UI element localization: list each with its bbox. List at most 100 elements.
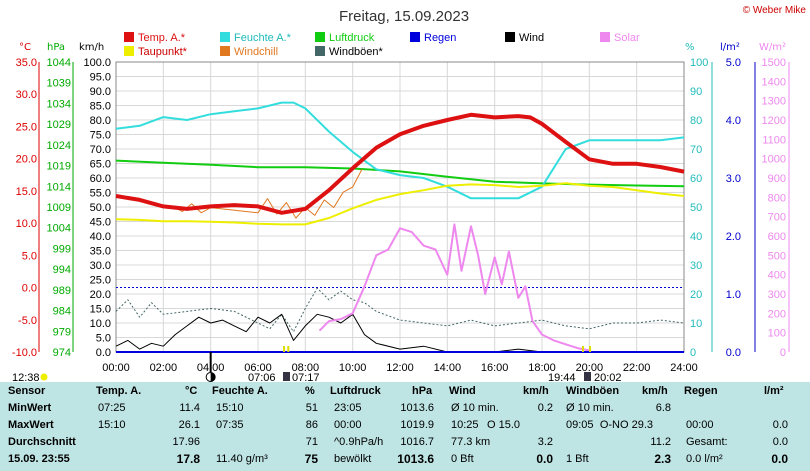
rain-tick-label: 5.0 — [726, 57, 741, 69]
wind-unit: km/h — [79, 42, 104, 53]
table-cell: 0.0 — [772, 419, 788, 431]
table-cell: bewölkt — [334, 453, 372, 465]
temp-tick-label: 35.0 — [16, 57, 37, 69]
wind-tick-label: 25.0 — [90, 275, 111, 287]
time-markers: 12:38 07:06 07:17 19:44 20:02 — [12, 346, 622, 382]
weather-chart: Freitag, 15.09.2023 © Weber Mike Temp. A… — [12, 5, 807, 382]
table-cell: 15.09. 23:55 — [8, 453, 70, 465]
wind-tick-label: 30.0 — [90, 260, 111, 272]
header-gust-unit: km/h — [642, 385, 668, 397]
legend-label: Taupunkt* — [138, 46, 188, 58]
legend-swatch — [220, 32, 230, 42]
table-cell: Gesamt: — [686, 436, 728, 448]
wind-tick-label: 35.0 — [90, 246, 111, 258]
header-wind-unit: km/h — [523, 385, 549, 397]
x-tick-label: 06:00 — [244, 362, 272, 374]
solar-tick-label: 300 — [768, 289, 786, 301]
pressure-tick-label: 984 — [53, 306, 71, 318]
header-gust: Windböen — [566, 385, 620, 397]
table-cell: ^0.9hPa/h — [334, 436, 384, 448]
humidity-tick-label: 0 — [690, 347, 696, 359]
sunset-end-label: 20:02 — [594, 372, 622, 382]
solar-tick-label: 1400 — [762, 76, 786, 88]
table-cell: 0.0 l/m² — [686, 453, 723, 465]
table-cell: 75 — [304, 452, 318, 466]
wind-tick-label: 0.0 — [96, 347, 111, 359]
humidity-tick-label: 40 — [690, 231, 702, 243]
legend-swatch — [124, 32, 134, 42]
table-cell: 0.2 — [537, 402, 553, 414]
table-cell: Durchschnitt — [8, 436, 76, 448]
header-wind: Wind — [449, 385, 476, 397]
solar-tick-label: 1000 — [762, 154, 786, 166]
x-tick-label: 00:00 — [102, 362, 130, 374]
stats-table: Sensor Temp. A. °C Feuchte A. % Luftdruc… — [0, 382, 810, 471]
humidity-tick-label: 100 — [690, 57, 708, 69]
legend-swatch — [410, 32, 420, 42]
humidity-tick-label: 90 — [690, 86, 702, 98]
legend-label: Windchill — [234, 46, 278, 58]
x-tick-label: 10:00 — [339, 362, 367, 374]
pressure-tick-label: 989 — [53, 285, 71, 297]
wind-tick-label: 45.0 — [90, 217, 111, 229]
solar-tick-label: 900 — [768, 173, 786, 185]
legend-label: Temp. A.* — [138, 32, 186, 44]
axes: °ChPakm/h%l/m²W/m²00:0002:0004:0006:0008… — [12, 42, 790, 374]
solar-tick-label: 1200 — [762, 115, 786, 127]
moon-time-label: 12:38 — [12, 372, 40, 382]
solar-tick-label: 500 — [768, 250, 786, 262]
wind-tick-label: 100.0 — [83, 57, 111, 69]
x-tick-label: 12:00 — [386, 362, 414, 374]
rain-tick-label: 3.0 — [726, 173, 741, 185]
series-tempa — [115, 112, 685, 215]
copyright-text: © Weber Mike — [743, 5, 807, 16]
series-windchill — [172, 168, 363, 219]
table-cell: 3.2 — [537, 436, 553, 448]
table-cell: 86 — [305, 419, 318, 431]
solar-tick-label: 1300 — [762, 96, 786, 108]
wind-tick-label: 15.0 — [90, 304, 111, 316]
wind-tick-label: 70.0 — [90, 144, 111, 156]
solar-tick-label: 800 — [768, 192, 786, 204]
pressure-tick-label: 1009 — [47, 202, 71, 214]
table-cell: 11.2 — [650, 436, 671, 448]
wind-tick-label: 5.0 — [96, 333, 111, 345]
pressure-tick-label: 1019 — [47, 161, 71, 173]
temp-tick-label: 0.0 — [22, 283, 37, 295]
pressure-unit: hPa — [47, 42, 65, 53]
pressure-tick-label: 1004 — [47, 223, 71, 235]
table-cell: 17.96 — [172, 436, 200, 448]
x-tick-label: 02:00 — [150, 362, 178, 374]
solar-unit: W/m² — [759, 42, 786, 53]
x-tick-label: 08:00 — [292, 362, 320, 374]
temp-tick-label: 25.0 — [16, 121, 37, 133]
legend-label: Feuchte A.* — [234, 32, 292, 44]
legend-swatch — [315, 46, 325, 56]
humidity-tick-label: 70 — [690, 144, 702, 156]
x-tick-label: 18:00 — [528, 362, 556, 374]
table-cell: 26.1 — [178, 419, 200, 431]
legend-label: Windböen* — [329, 46, 384, 58]
pressure-tick-label: 1039 — [47, 78, 71, 90]
wind-tick-label: 60.0 — [90, 173, 111, 185]
wind-tick-label: 90.0 — [90, 86, 111, 98]
table-cell: O-NO 29.3 — [599, 419, 653, 431]
wind-tick-label: 65.0 — [90, 159, 111, 171]
temp-tick-label: 20.0 — [16, 154, 37, 166]
series-luftdruck — [115, 159, 685, 188]
legend-label: Luftdruck — [329, 32, 375, 44]
solar-tick-label: 200 — [768, 308, 786, 320]
table-cell: 0.0 — [771, 452, 788, 466]
legend: Temp. A.* Feuchte A.* Luftdruck Regen Wind So… — [124, 32, 640, 58]
table-cell: 6.8 — [655, 402, 671, 414]
header-sensor: Sensor — [8, 385, 46, 397]
humidity-tick-label: 50 — [690, 202, 702, 214]
table-cell: 10:25 — [451, 419, 479, 431]
series-windben — [115, 287, 685, 333]
solar-tick-label: 1100 — [762, 134, 786, 146]
x-tick-label: 14:00 — [434, 362, 462, 374]
temp-tick-label: 30.0 — [16, 89, 37, 101]
sunset-icon — [584, 372, 591, 381]
table-cell: 15:10 — [216, 402, 244, 414]
table-cell: 77.3 km — [451, 436, 491, 448]
